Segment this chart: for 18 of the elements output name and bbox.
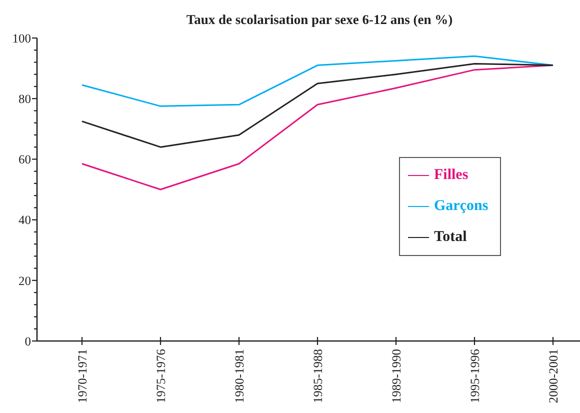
x-tick-label: 1975-1976 (154, 349, 168, 404)
y-tick-label: 20 (18, 274, 31, 288)
y-tick-label: 40 (18, 213, 31, 228)
y-tick-label: 0 (24, 334, 31, 348)
legend-label: Filles (434, 167, 468, 184)
x-tick-label: 1995-1996 (468, 349, 482, 404)
x-tick-label: 1970-1971 (75, 349, 90, 404)
legend-label: Total (434, 229, 467, 246)
chart-title: Taux de scolarisation par sexe 6-12 ans (en %) (185, 12, 454, 28)
y-tick-label: 80 (18, 92, 31, 106)
x-tick-label: 1980-1981 (232, 349, 246, 404)
line-series (81, 63, 554, 148)
legend-label: Garçons (434, 198, 488, 215)
y-tick-label: 100 (12, 31, 31, 46)
x-tick-label: 1989-1990 (389, 349, 404, 404)
y-tick-label: 60 (18, 152, 31, 167)
x-tick-label: 1985-1988 (310, 349, 325, 404)
x-tick-label: 2000-2001 (546, 349, 560, 404)
